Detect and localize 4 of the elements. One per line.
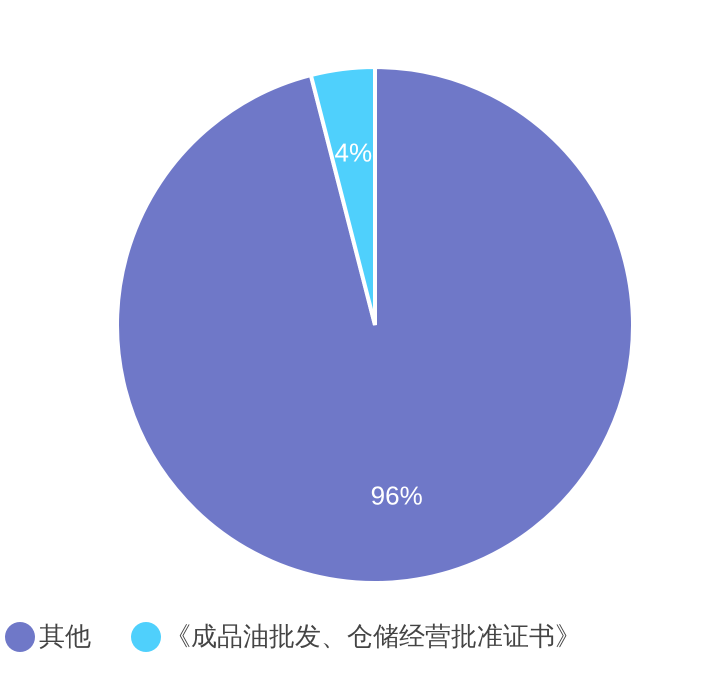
legend-label: 《成品油批发、仓储经营批准证书》	[165, 622, 581, 652]
legend-label: 其他	[39, 622, 91, 652]
data-label: 96%	[370, 480, 423, 510]
data-label: 4%	[334, 138, 372, 168]
